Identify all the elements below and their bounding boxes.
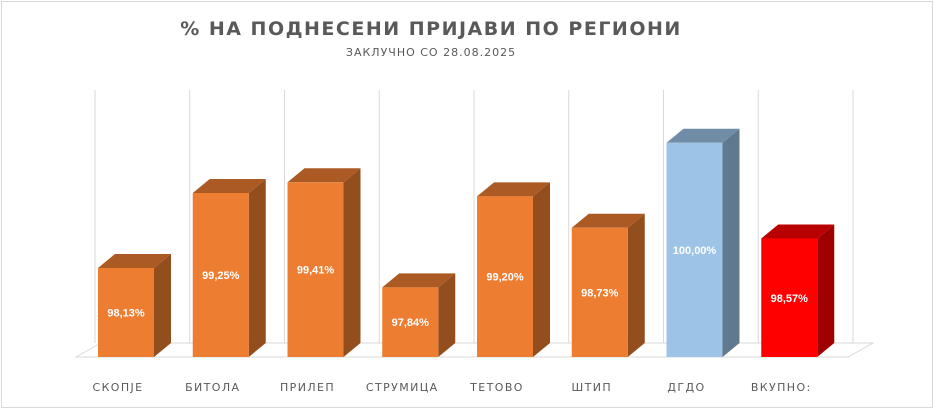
data-label: 99,41% <box>297 265 335 277</box>
bar <box>98 267 154 357</box>
bar-side <box>154 253 171 357</box>
bar-side <box>533 182 550 357</box>
bar-top <box>477 182 550 197</box>
bar <box>666 142 723 357</box>
bar <box>571 227 628 357</box>
bar-top <box>761 224 835 239</box>
category-label: ПРИЛЕП <box>280 381 335 394</box>
category-label: СТРУМИЦА <box>366 381 439 394</box>
bar-top <box>192 178 266 193</box>
bar <box>287 182 344 357</box>
category-label: ВКУПНО: <box>751 381 812 394</box>
category-label: БИТОЛА <box>185 381 240 394</box>
category-label: ТЕТОВО <box>469 381 524 394</box>
bar <box>192 192 249 357</box>
data-label: 99,25% <box>202 270 240 282</box>
category-label: ШТИП <box>571 381 612 394</box>
bar-side <box>722 128 740 357</box>
bar-side <box>817 224 835 357</box>
bar <box>477 196 533 357</box>
data-label: 98,13% <box>107 307 145 319</box>
bar-side <box>627 213 645 357</box>
bar-top <box>571 213 645 228</box>
bar-top <box>98 253 171 268</box>
data-label: 98,73% <box>581 287 619 299</box>
bar <box>382 287 439 357</box>
chart-title: % НА ПОДНЕСЕНИ ПРИЈАВИ ПО РЕГИОНИ <box>180 18 682 40</box>
bar-top <box>666 128 740 143</box>
bar-side <box>248 178 266 357</box>
chart-subtitle: ЗАКЛУЧНО СО 28.08.2025 <box>345 46 517 59</box>
category-label: ДГДО <box>667 381 705 394</box>
data-label: 98,57% <box>771 293 809 305</box>
bar-top <box>287 168 361 183</box>
category-label: СКОПЈЕ <box>92 381 143 394</box>
bar-side <box>438 273 456 357</box>
data-label: 99,20% <box>486 272 524 284</box>
bar-top <box>382 273 456 288</box>
data-label: 100,00% <box>673 245 717 257</box>
bar <box>761 238 818 357</box>
bar-side <box>343 168 361 357</box>
data-label: 97,84% <box>392 317 430 329</box>
